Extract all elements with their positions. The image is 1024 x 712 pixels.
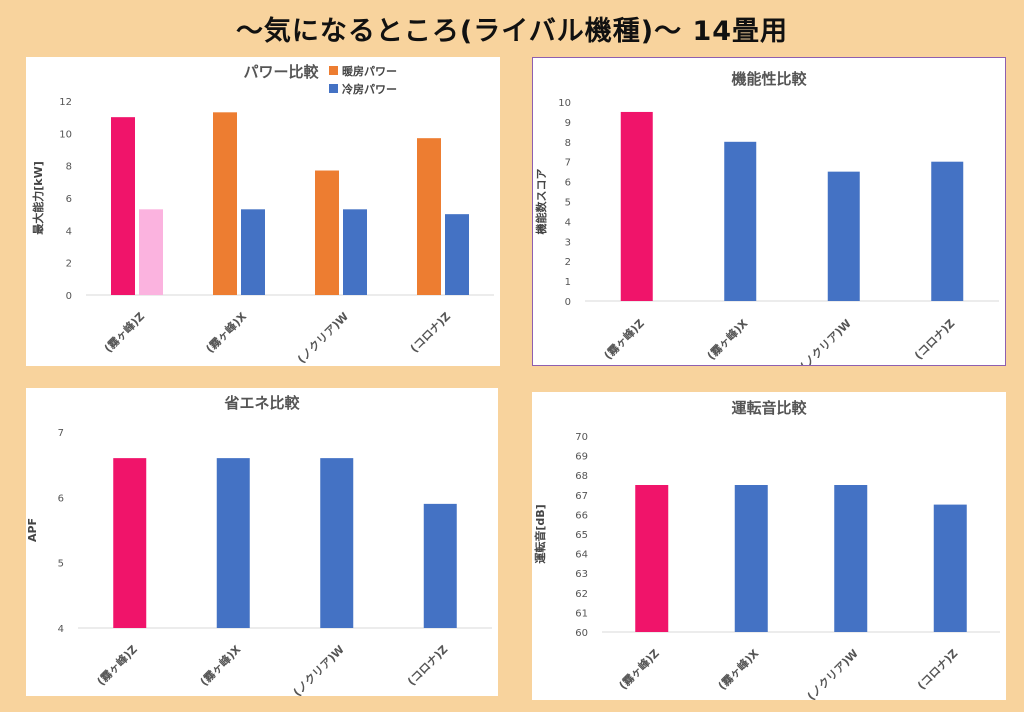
function-y-tick-label: 8	[565, 138, 571, 149]
function-category-label: (コロナ)Z	[912, 317, 957, 362]
power-bar-cooling	[241, 209, 265, 295]
function-y-tick-label: 10	[558, 98, 571, 109]
function-chart-panel: 機能性比較機能数スコア 0 1 2 3 4 5 6 7 8 9 10 (霧ヶ峰)Z (霧ヶ峰)X (ノクリア…	[532, 57, 1006, 366]
power-bar-heating	[111, 117, 135, 295]
power-bar-heating	[213, 112, 237, 295]
page-title: 〜気になるところ(ライバル機種)〜 14畳用	[235, 15, 789, 47]
noise-chart-title: 運転音比較	[731, 399, 807, 417]
power-y-tick-label: 0	[66, 291, 72, 302]
noise-y-tick-label: 65	[575, 530, 588, 541]
power-y-tick-label: 4	[66, 226, 72, 237]
power-category-label: (ノクリア)W	[295, 310, 351, 366]
function-bar	[724, 141, 757, 301]
power-legend-swatch	[329, 84, 338, 93]
noise-y-tick-label: 60	[575, 628, 588, 639]
power-y-tick-label: 2	[66, 259, 72, 270]
power-category-label: (霧ヶ峰)X	[203, 309, 250, 356]
noise-bar	[834, 485, 868, 632]
function-y-tick-label: 3	[565, 237, 571, 248]
power-category-label: (霧ヶ峰)Z	[101, 309, 147, 355]
function-chart-title: 機能性比較	[731, 70, 807, 88]
noise-category-label: (霧ヶ峰)X	[715, 646, 762, 693]
function-y-tick-label: 7	[565, 158, 571, 169]
apf-y-tick-label: 7	[58, 428, 64, 439]
apf-category-label: (コロナ)Z	[405, 643, 450, 688]
energy-chart: 省エネ比較 APF 4 5 6 7 (霧ヶ峰)Z (霧ヶ峰)X (ノクリア)W (コロナ)Z	[26, 394, 492, 696]
function-bar	[827, 171, 860, 301]
function-bar	[931, 161, 964, 301]
function-y-tick-label: 4	[565, 217, 571, 228]
apf-category-label: (ノクリア)W	[291, 643, 347, 696]
noise-y-tick-label: 67	[575, 491, 588, 502]
noise-bar	[734, 485, 768, 632]
energy-chart-panel: 省エネ比較 APF 4 5 6 7 (霧ヶ峰)Z (霧ヶ峰)X (ノクリア)W (コロナ)Z	[26, 388, 498, 696]
power-chart-title: パワー比較	[243, 63, 319, 81]
noise-category-label: (霧ヶ峰)Z	[616, 646, 662, 692]
apf-chart-title: 省エネ比較	[223, 394, 300, 412]
noise-bar	[635, 485, 669, 632]
power-bar-heating	[315, 170, 339, 295]
noise-category-label: (ノクリア)W	[805, 647, 861, 700]
noise-y-tick-label: 64	[575, 550, 588, 561]
power-bar-cooling	[445, 214, 469, 295]
noise-bar	[933, 504, 967, 632]
apf-y-tick-label: 5	[58, 559, 64, 570]
apf-bar	[216, 458, 250, 628]
apf-category-label: (霧ヶ峰)Z	[94, 642, 140, 688]
noise-category-label: (コロナ)Z	[915, 647, 960, 692]
power-y-tick-label: 6	[66, 194, 72, 205]
function-bar	[620, 111, 653, 301]
apf-y-tick-label: 6	[58, 493, 64, 504]
power-y-tick-label: 8	[66, 162, 72, 173]
apf-category-label: (霧ヶ峰)X	[197, 642, 244, 689]
apf-bar	[113, 458, 147, 628]
function-category-label: (ノクリア)W	[798, 317, 854, 365]
power-y-axis-label: 最大能力[kW]	[31, 161, 45, 235]
function-y-tick-label: 0	[565, 297, 571, 308]
noise-y-axis-label: 運転音[dB]	[533, 504, 547, 563]
function-y-tick-label: 2	[565, 257, 571, 268]
apf-bar	[320, 458, 354, 628]
function-y-axis-label: 機能数スコア	[534, 169, 548, 235]
noise-y-tick-label: 70	[575, 432, 588, 443]
apf-y-axis-label: APF	[26, 518, 39, 542]
function-y-tick-label: 1	[565, 277, 571, 288]
function-y-tick-label: 6	[565, 178, 571, 189]
power-chart-panel: パワー比較最大能力[kW] 0 2 4 6 8 10 12 (霧ヶ峰)Z (霧ヶ峰)X (ノクリア)…	[26, 57, 500, 366]
noise-y-tick-label: 61	[575, 608, 588, 619]
power-legend-label: 冷房パワー	[342, 82, 397, 96]
noise-y-tick-label: 63	[575, 569, 588, 580]
power-bar-cooling	[139, 209, 163, 295]
function-y-tick-label: 5	[565, 198, 571, 209]
power-legend-label: 暖房パワー	[342, 64, 397, 78]
apf-bar	[423, 503, 457, 628]
power-bar-heating	[417, 138, 441, 295]
noise-chart-panel: 運転音比較運転音[dB] 60 61 62 63 64 65 66 67 68 69 70 (霧ヶ峰)Z…	[532, 392, 1006, 700]
function-y-tick-label: 9	[565, 118, 571, 129]
noise-y-tick-label: 66	[575, 510, 588, 521]
function-category-label: (霧ヶ峰)X	[704, 316, 751, 363]
power-category-label: (コロナ)Z	[408, 310, 453, 355]
power-bar-cooling	[343, 209, 367, 295]
power-y-tick-label: 10	[59, 129, 72, 140]
noise-y-tick-label: 69	[575, 452, 588, 463]
noise-y-tick-label: 68	[575, 471, 588, 482]
power-legend-swatch	[329, 66, 338, 75]
noise-y-tick-label: 62	[575, 589, 588, 600]
apf-y-tick-label: 4	[58, 624, 64, 635]
power-y-tick-label: 12	[59, 97, 72, 108]
function-category-label: (霧ヶ峰)Z	[601, 316, 647, 362]
